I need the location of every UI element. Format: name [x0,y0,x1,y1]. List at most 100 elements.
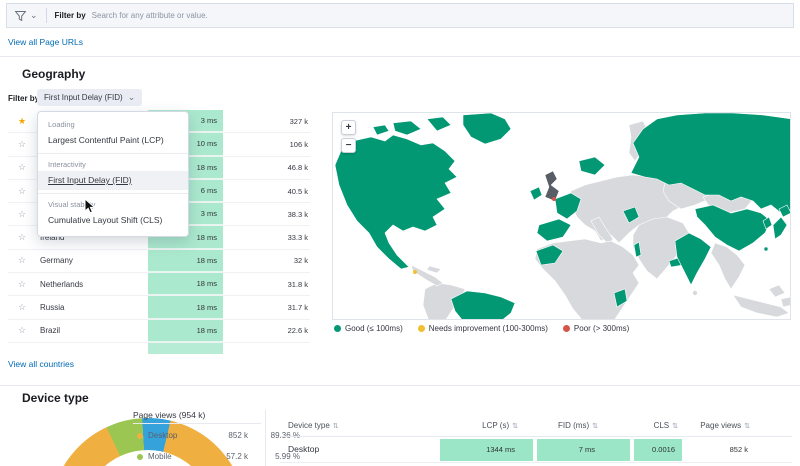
star-icon[interactable]: ☆ [17,162,27,173]
column-header-device-type[interactable]: Device type ⇅ [288,421,339,430]
needs-improvement-dot-icon [417,325,425,332]
legend-item-desktop[interactable]: Desktop 852 k 89.36 % [137,431,300,440]
legend-item-mobile[interactable]: Mobile 57.2 k 5.99 % [137,452,300,461]
cls-cell-bg [634,439,682,461]
device-type-title: Device type [22,391,89,405]
metric-select[interactable]: First Input Delay (FID) ⌄ [37,89,143,106]
zoom-in-button[interactable]: + [341,120,356,135]
column-header-cls[interactable]: CLS ⇅ [598,421,678,430]
filter-by-label: Filter by [54,11,86,20]
sort-icon: ⇅ [672,422,678,430]
star-icon[interactable]: ☆ [17,138,27,149]
views-cell: 31.8 k [287,279,308,289]
good-dot-icon [334,325,341,332]
fid-cell: 18 ms [148,319,223,342]
column-header-lcp[interactable]: LCP (s) ⇅ [420,421,518,430]
star-icon[interactable]: ☆ [17,278,27,289]
star-icon[interactable]: ☆ [17,255,27,266]
divider [38,153,188,154]
star-icon[interactable]: ★ [17,115,27,126]
table-row[interactable]: ☆ Netherlands 18 ms 31.8 k [8,273,310,297]
zoom-out-button[interactable]: − [341,138,356,153]
country-name: Germany [40,256,73,266]
views-cell: 46.8 k [287,163,308,173]
legend-label: Poor (> 300ms) [573,324,630,333]
legend-label: Desktop [148,431,178,440]
star-icon[interactable]: ☆ [17,232,27,243]
metric-select-value: First Input Delay (FID) [44,93,123,102]
view-all-page-urls-link[interactable]: View all Page URLs [8,37,83,47]
header-label: Device type [288,421,330,430]
metric-dropdown-menu: Loading Largest Contentful Paint (LCP) I… [37,111,189,237]
legend-value: 852 k [228,431,248,440]
header-label: CLS [653,421,670,430]
country-name: Netherlands [40,279,84,289]
fid-cell: 18 ms [148,249,223,273]
mobile-dot-icon [137,453,143,460]
desktop-dot-icon [137,432,143,439]
divider [133,423,261,424]
fid-cell: 18 ms [148,296,223,319]
world-map [334,113,790,319]
dropdown-group-interactivity: Interactivity [48,160,86,169]
geography-title: Geography [22,67,86,81]
cls-value: 0.0016 [652,445,675,454]
fid-value: 7 ms [578,445,595,454]
views-cell: 22.6 k [287,326,308,336]
map-neutral-regions [410,120,790,319]
legend-percent: 5.99 % [275,452,300,461]
lcp-cell-bg [440,439,533,461]
sort-icon: ⇅ [332,422,339,430]
map-good-regions [334,113,790,319]
header-label: LCP (s) [482,421,510,430]
views-cell: 106 k [289,139,308,149]
sort-icon: ⇅ [512,422,518,430]
chevron-down-icon: ⌄ [127,92,136,102]
country-name: Brazil [40,326,61,336]
table-row[interactable]: ☆ Germany 18 ms 32 k [8,249,310,274]
dropdown-option-lcp[interactable]: Largest Contentful Paint (LCP) [48,135,164,145]
legend-item-good: Good (≤ 100ms) [334,324,403,333]
views-cell: 32 k [293,256,308,266]
table-row[interactable]: ☆ Brazil 18 ms 22.6 k [8,319,310,343]
map-poor-region-uk [544,170,560,202]
column-header-page-views[interactable]: Page views ⇅ [678,421,750,430]
views-cell: 327 k [289,116,308,126]
divider [280,436,792,437]
table-row[interactable]: ☆ Russia 18 ms 31.7 k [8,296,310,320]
column-header-fid[interactable]: FID (ms) ⇅ [518,421,598,430]
star-icon[interactable]: ☆ [17,185,27,196]
map-zoom-controls: + − [341,120,356,153]
geography-map[interactable] [332,112,791,320]
divider [38,193,188,194]
page-views-value: 852 k [729,445,748,454]
star-icon[interactable]: ☆ [17,302,27,313]
lcp-value: 1344 ms [486,445,515,454]
filter-menu-button[interactable]: ⌄ [7,10,46,21]
divider [45,8,47,23]
map-point-markers [413,197,556,274]
search-input[interactable] [91,11,793,20]
star-icon[interactable]: ☆ [17,208,27,219]
map-legend: Good (≤ 100ms) Needs improvement (100-30… [334,324,629,333]
country-name: Russia [40,303,65,313]
device-type-donut-chart[interactable] [50,418,246,466]
legend-value: 57.2 k [226,452,248,461]
device-cell[interactable]: Desktop [288,444,320,454]
dropdown-option-cls[interactable]: Cumulative Layout Shift (CLS) [48,215,163,225]
legend-percent: 89.36 % [248,431,300,440]
dropdown-option-fid[interactable]: First Input Delay (FID) [38,171,188,190]
legend-label: Needs improvement (100-300ms) [428,324,548,333]
legend-label: Good (≤ 100ms) [345,324,403,333]
views-cell: 40.5 k [287,186,308,196]
view-all-countries-link[interactable]: View all countries [8,359,74,369]
star-icon[interactable]: ☆ [17,325,27,336]
views-cell: 31.7 k [287,303,308,313]
views-cell: 38.3 k [287,209,308,219]
global-filter-bar: ⌄ Filter by [6,3,794,28]
dropdown-group-visual-stability: Visual stability [48,200,96,209]
mouse-cursor [84,198,96,214]
divider [265,410,266,466]
chevron-down-icon: ⌄ [30,10,38,20]
